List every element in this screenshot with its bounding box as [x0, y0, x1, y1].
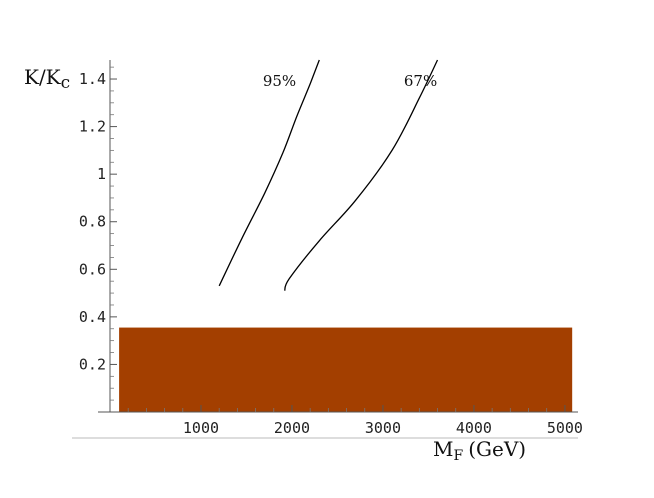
x-tick-label: 2000	[274, 419, 310, 437]
ticks: 0.2 0.4 0.6 0.8 1 1.2 1.4 1000 2000 3000 4000 5000	[79, 66, 583, 437]
y-tick-label: 0.2	[79, 355, 106, 373]
curve-95-percent	[218, 59, 320, 287]
y-tick-label: 1.2	[79, 118, 106, 136]
x-tick-label: 5000	[547, 419, 583, 437]
x-tick-label: 3000	[365, 419, 401, 437]
x-axis-title: MF (GeV)	[433, 437, 526, 464]
x-tick-label: 1000	[183, 419, 219, 437]
y-tick-label: 1	[97, 165, 106, 183]
y-axis-title-sub: c	[61, 73, 71, 93]
x-axis-title-unit: (GeV)	[468, 437, 526, 461]
y-tick-label: 1.4	[79, 70, 106, 88]
curve-label: 95%	[263, 72, 296, 90]
x-tick-label: 4000	[456, 419, 492, 437]
curve-label: 67%	[404, 72, 437, 90]
y-axis-title: K/Kc	[24, 65, 70, 93]
curves	[218, 59, 439, 291]
y-tick-label: 0.8	[79, 213, 106, 231]
curve-67-percent	[284, 59, 439, 291]
excluded-region	[119, 327, 573, 412]
curve-labels: 95% 67%	[263, 72, 437, 90]
y-tick-label: 0.6	[79, 260, 106, 278]
y-tick-label: 0.4	[79, 308, 106, 326]
axes	[72, 60, 578, 439]
x-axis-title-sub: F	[453, 448, 463, 464]
region-layer	[119, 327, 573, 412]
